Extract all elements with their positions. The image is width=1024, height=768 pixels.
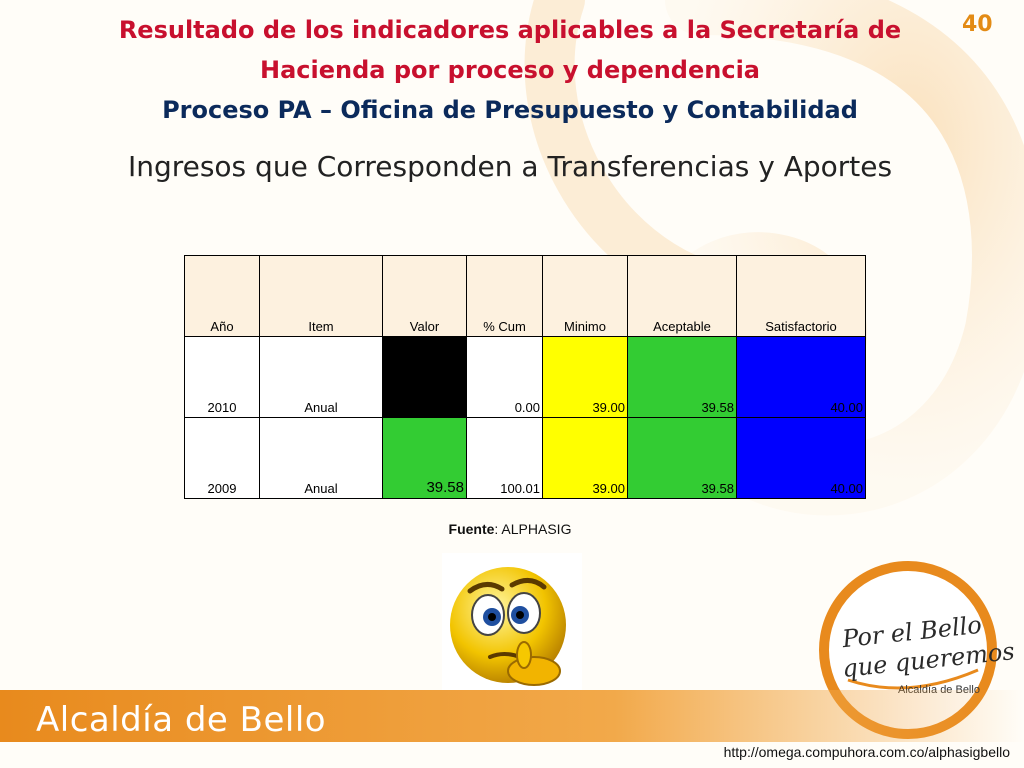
cell-satisfactorio: 40.00 <box>736 336 866 418</box>
header-minimo: Minimo <box>542 255 628 337</box>
cell-aceptable: 39.58 <box>627 417 737 499</box>
table-header-row: Año Item Valor % Cum Minimo Aceptable Sa… <box>184 255 866 337</box>
source-label: Fuente <box>448 521 495 537</box>
table-row: 2010 Anual 0.00 0.00 39.00 39.58 40.00 <box>184 336 866 418</box>
cell-item: Anual <box>259 417 383 499</box>
thinking-face-icon <box>442 553 582 699</box>
cell-cum: 0.00 <box>466 336 543 418</box>
title-line-1: Resultado de los indicadores aplicables … <box>118 16 902 44</box>
cell-satisfactorio: 40.00 <box>736 417 866 499</box>
cell-item: Anual <box>259 336 383 418</box>
title-line-3: Proceso PA – Oficina de Presupuesto y Co… <box>162 96 858 124</box>
cell-minimo: 39.00 <box>542 417 628 499</box>
source-value: : ALPHASIG <box>494 521 572 537</box>
cell-cum: 100.01 <box>466 417 543 499</box>
cell-ano: 2010 <box>184 336 260 418</box>
source-note: Fuente: ALPHASIG <box>0 521 1020 537</box>
cell-aceptable: 39.58 <box>627 336 737 418</box>
table-row: 2009 Anual 39.58 100.01 39.00 39.58 40.0… <box>184 417 866 499</box>
header-ano: Año <box>184 255 260 337</box>
header-aceptable: Aceptable <box>627 255 737 337</box>
cell-minimo: 39.00 <box>542 336 628 418</box>
footer-brand: Alcaldía de Bello <box>36 700 327 740</box>
indicator-table: Año Item Valor % Cum Minimo Aceptable Sa… <box>184 255 866 499</box>
footer-band <box>0 690 1024 742</box>
footer-url-link[interactable]: http://omega.compuhora.com.co/alphasigbe… <box>723 744 1010 760</box>
header-satisfactorio: Satisfactorio <box>736 255 866 337</box>
cell-ano: 2009 <box>184 417 260 499</box>
title-line-2: Hacienda por proceso y dependencia <box>259 56 760 84</box>
slide-subtitle: Ingresos que Corresponden a Transferenci… <box>127 150 893 183</box>
cell-valor: 0.00 <box>382 336 467 418</box>
slide-title: Resultado de los indicadores aplicables … <box>60 10 960 130</box>
header-valor: Valor <box>382 255 467 337</box>
header-item: Item <box>259 255 383 337</box>
cell-valor: 39.58 <box>382 417 467 499</box>
header-cum: % Cum <box>466 255 543 337</box>
page-number: 40 <box>962 12 993 37</box>
